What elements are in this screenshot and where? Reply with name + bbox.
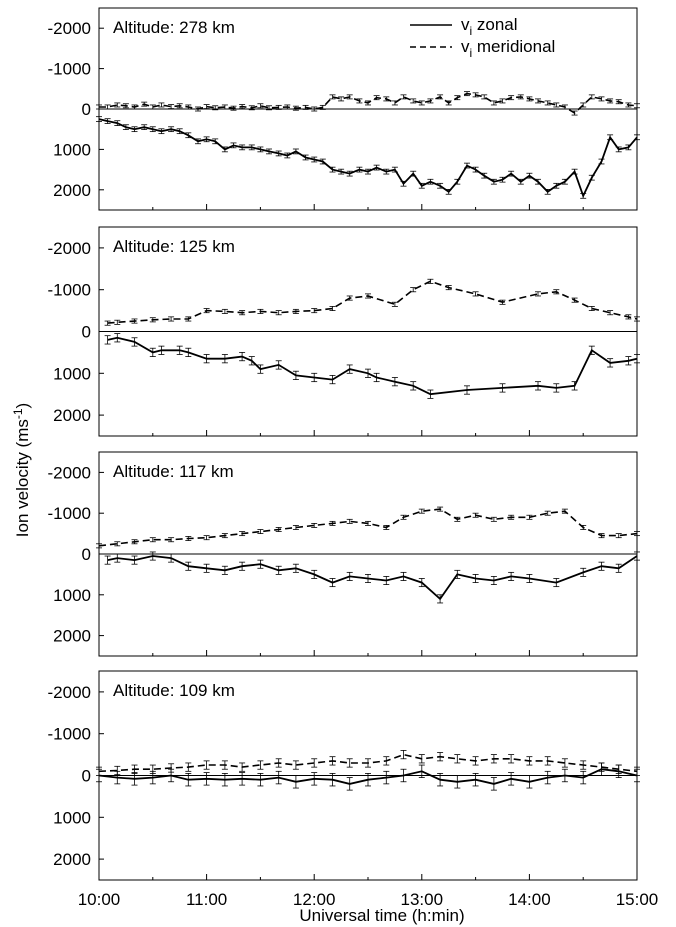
y-tick-label: 0 xyxy=(82,323,91,342)
y-tick-label: -2000 xyxy=(48,239,91,258)
x-tick-label: 10:00 xyxy=(78,890,121,909)
zonal-series-line xyxy=(107,336,638,396)
panels-group: -2000 -1000 0 1000 2000 Altitude: 278 km vi zo… xyxy=(48,7,659,909)
panel-altitude-label: Altitude: 117 km xyxy=(113,462,234,481)
y-tick-label: 1000 xyxy=(53,586,91,605)
y-tick-label: -1000 xyxy=(48,725,91,744)
y-tick-label: -1000 xyxy=(48,281,91,300)
panel-altitude-label: Altitude: 125 km xyxy=(113,237,235,256)
y-tick-label: 1000 xyxy=(53,140,91,159)
legend-zonal-label: vi zonal xyxy=(461,15,518,38)
y-tick-label: -2000 xyxy=(48,463,91,482)
y-tick-label: 2000 xyxy=(53,627,91,646)
y-tick-label: -2000 xyxy=(48,19,91,38)
x-tick-label: 14:00 xyxy=(508,890,551,909)
x-tick-label: 12:00 xyxy=(293,890,336,909)
y-tick-label: -1000 xyxy=(48,504,91,523)
y-tick-label: 2000 xyxy=(53,406,91,425)
y-tick-label: 1000 xyxy=(53,808,91,827)
y-tick-label: 0 xyxy=(82,100,91,119)
x-tick-label: 11:00 xyxy=(186,890,227,909)
x-axis-title: Universal time (h:min) xyxy=(299,906,464,925)
panel-1: -2000 -1000 0 1000 2000 Altitude: 278 km vi zo… xyxy=(48,7,640,211)
y-tick-label: -1000 xyxy=(48,60,91,79)
panel-3: -2000 -1000 0 1000 2000 Altitude: 117 km xyxy=(48,451,640,657)
zonal-series-line xyxy=(107,555,638,601)
panel-altitude-label: Altitude: 109 km xyxy=(113,681,235,700)
panel-4: -2000 -1000 0 1000 2000 Altitude: 109 km 10:00… xyxy=(48,670,659,909)
meridional-series-line xyxy=(98,508,638,547)
panel-2: -2000 -1000 0 1000 2000 Altitude: 125 km xyxy=(48,226,640,437)
y-tick-label: 0 xyxy=(82,545,91,564)
y-tick-label: -2000 xyxy=(48,683,91,702)
panel-altitude-label: Altitude: 278 km xyxy=(113,18,235,37)
y-axis-title: Ion velocity (ms-1) xyxy=(11,403,32,537)
y-tick-label: 2000 xyxy=(53,850,91,869)
x-tick-label: 13:00 xyxy=(401,890,444,909)
y-tick-label: 1000 xyxy=(53,364,91,383)
x-tick-label: 15:00 xyxy=(616,890,659,909)
legend-meridional-label: vi meridional xyxy=(461,37,555,60)
y-tick-label: 0 xyxy=(82,767,91,786)
y-tick-label: 2000 xyxy=(53,181,91,200)
